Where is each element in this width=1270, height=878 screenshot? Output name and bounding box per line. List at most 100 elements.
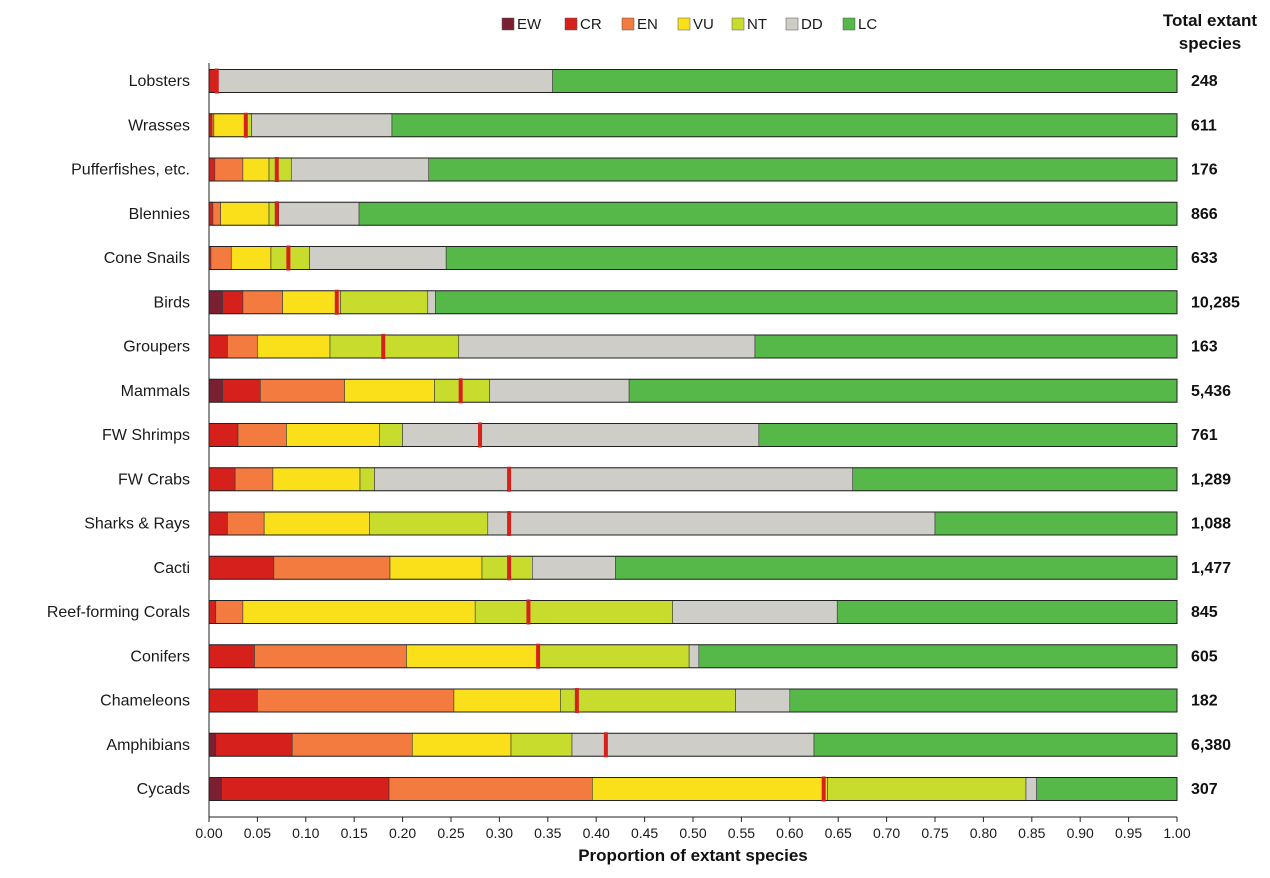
bar-segment-en [260, 378, 345, 403]
x-axis-title: Proportion of extant species [578, 846, 808, 865]
category-label: Cacti [154, 560, 190, 577]
x-tick-label: 0.40 [583, 825, 610, 841]
bar-segment-en [214, 157, 244, 182]
bar-segment-ew [208, 290, 223, 315]
bar-segment-dd [571, 732, 815, 757]
bar-segment-vu [257, 334, 331, 359]
bar-segment-cr [222, 378, 261, 403]
bar-segment-vu [592, 777, 828, 801]
threatened-marker [536, 643, 541, 669]
bar-row: Sharks & Rays 1,088 [84, 511, 1231, 536]
bar-segment-en [254, 644, 407, 669]
bar-segment-vu [344, 378, 435, 403]
total-species-label: 10,285 [1191, 294, 1240, 311]
x-tick-label: 1.00 [1163, 825, 1190, 841]
bar-segment-nt [268, 157, 292, 182]
bar-segment-lc [758, 423, 1178, 447]
x-tick-label: 0.65 [825, 825, 852, 841]
legend-swatch-cr [564, 17, 578, 31]
legend-swatch-vu [677, 17, 691, 31]
bar-segment-cr [208, 644, 255, 669]
bar-segment-nt [359, 467, 375, 492]
x-tick-label: 0.75 [921, 825, 948, 841]
category-label: Chameleons [100, 693, 190, 710]
bar-segment-en [210, 246, 232, 270]
bar-segment-lc [428, 157, 1178, 182]
threatened-marker [286, 245, 291, 271]
category-label: Mammals [121, 383, 190, 400]
bar-segment-nt [340, 290, 429, 315]
total-species-label: 6,380 [1191, 737, 1231, 754]
x-tick-label: 0.35 [534, 825, 561, 841]
x-tick-label: 0.90 [1067, 825, 1094, 841]
threatened-marker [603, 732, 608, 758]
bar-segment-lc [391, 113, 1178, 138]
threatened-marker [214, 68, 219, 94]
x-tick-label: 0.80 [970, 825, 997, 841]
threatened-marker [526, 599, 531, 625]
total-species-label: 1,289 [1191, 471, 1231, 488]
bar-segment-nt [379, 423, 403, 447]
threatened-marker [478, 422, 483, 448]
bar-segment-cr [208, 511, 228, 536]
bar-segment-vu [406, 644, 538, 669]
bar-row: Pufferfishes, etc. 176 [71, 157, 1218, 182]
bar-row: Conifers 605 [130, 643, 1218, 669]
threatened-marker [507, 511, 512, 536]
bar-segment-en [388, 777, 593, 801]
bar-segment-dd [532, 555, 616, 580]
bars-group: Lobsters 248 Wrasses 611 Pufferfishes, etc. 1… [47, 68, 1240, 802]
bar-row: Reef-forming Corals 845 [47, 599, 1218, 625]
x-tick-label: 0.85 [1018, 825, 1045, 841]
bar-segment-dd [688, 644, 700, 669]
bar-segment-dd [278, 201, 360, 226]
bar-segment-en [234, 467, 274, 492]
bar-row: Cone Snails 633 [104, 245, 1218, 271]
total-species-label: 307 [1191, 781, 1218, 798]
total-species-label: 248 [1191, 73, 1218, 90]
threatened-marker [574, 688, 579, 713]
bar-segment-lc [934, 511, 1178, 536]
category-label: Groupers [123, 339, 190, 356]
total-species-label: 845 [1191, 604, 1218, 621]
threatened-marker [274, 201, 279, 227]
x-tick-label: 0.30 [486, 825, 513, 841]
bar-segment-nt [474, 600, 673, 624]
bar-segment-lc [552, 69, 1178, 93]
category-label: Reef-forming Corals [47, 604, 190, 621]
x-tick-label: 0.95 [1115, 825, 1142, 841]
threatened-marker [381, 334, 386, 359]
bar-segment-cr [208, 555, 275, 580]
legend-label-en: EN [637, 16, 658, 33]
bar-row: Groupers 163 [123, 334, 1218, 359]
legend-swatch-dd [785, 17, 799, 31]
total-species-label: 1,477 [1191, 560, 1231, 577]
threatened-marker [458, 378, 463, 404]
bar-segment-lc [813, 732, 1178, 757]
bar-row: Wrasses 611 [128, 112, 1217, 138]
bar-segment-lc [852, 467, 1178, 492]
bar-segment-dd [487, 511, 936, 536]
bar-segment-cr [215, 732, 293, 757]
bar-segment-cr [208, 423, 239, 447]
total-column-title-line2: species [1179, 34, 1241, 53]
bar-row: Mammals 5,436 [121, 378, 1231, 404]
threatened-marker [243, 112, 248, 138]
bar-segment-dd [290, 157, 430, 182]
x-tick-label: 0.10 [292, 825, 319, 841]
bar-segment-en [291, 732, 413, 757]
bar-segment-vu [242, 157, 270, 182]
category-label: FW Shrimps [102, 427, 190, 444]
x-tick-label: 0.00 [195, 825, 222, 841]
bar-segment-cr [222, 290, 244, 315]
bar-segment-en [237, 423, 287, 447]
bar-segment-nt [536, 644, 690, 669]
bar-segment-dd [427, 290, 436, 315]
bar-segment-en [212, 201, 221, 226]
bar-segment-cr [208, 467, 236, 492]
bar-segment-nt [369, 511, 489, 536]
bar-segment-cr [208, 334, 228, 359]
category-label: Blennies [129, 206, 190, 223]
bar-segment-en [242, 290, 283, 315]
